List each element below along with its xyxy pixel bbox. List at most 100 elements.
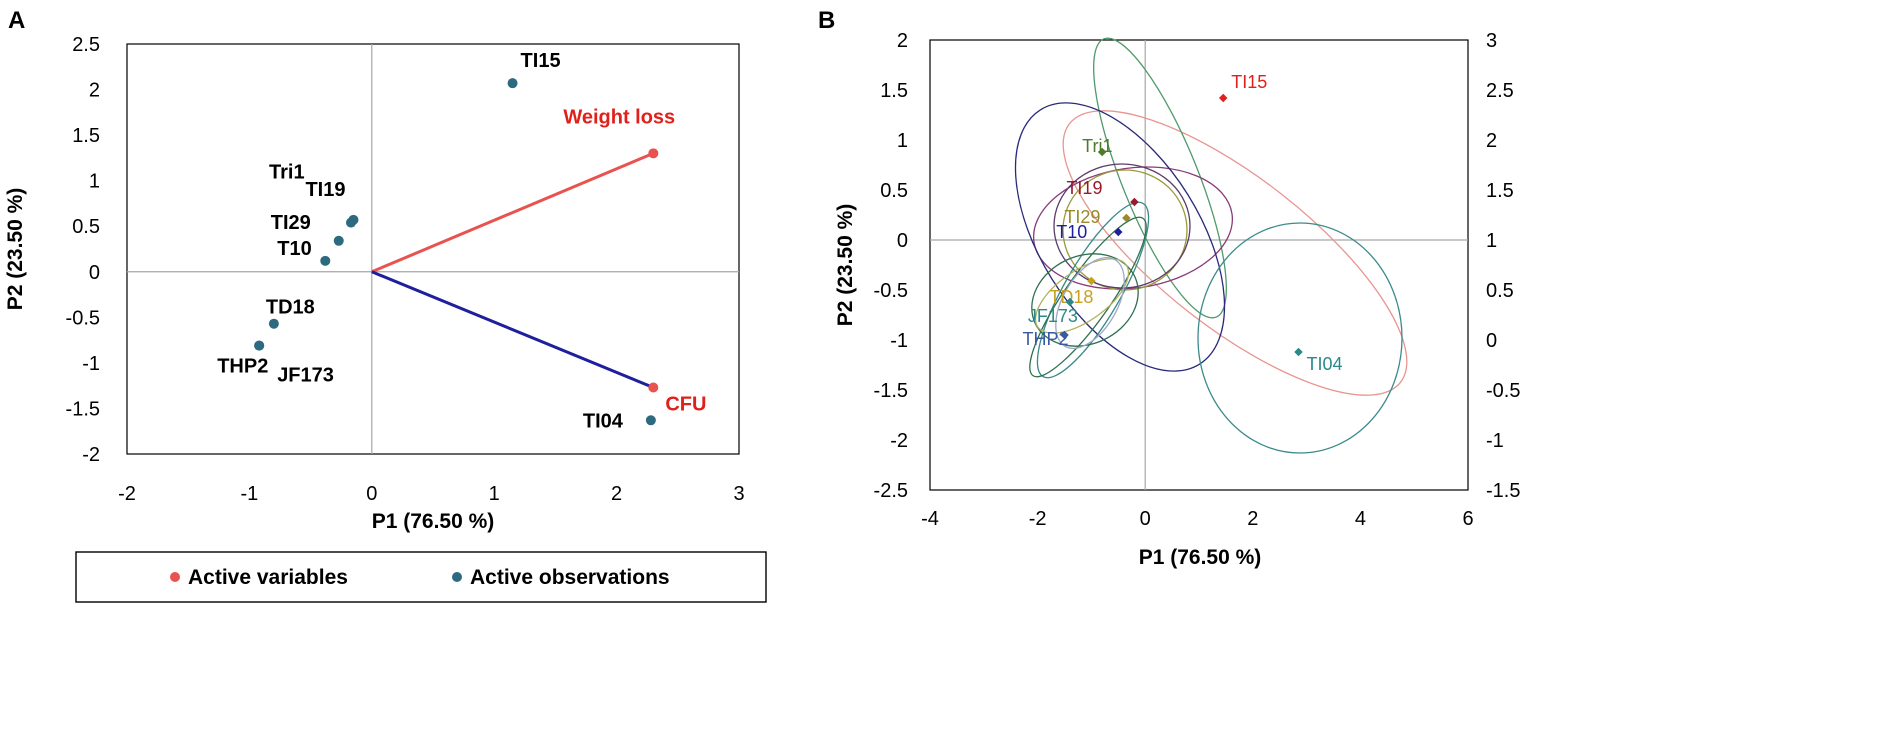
ellipse-td18-a xyxy=(1036,201,1150,379)
panel-b-x-tick-2: 0 xyxy=(1140,508,1151,530)
panel-a-y-tick-9: -2 xyxy=(82,444,100,466)
panel-b-observation-label-3: TI29 xyxy=(1064,207,1100,227)
panel-b-y2-tick-4: 1 xyxy=(1486,230,1497,252)
panel-a-y-tick-4: 0.5 xyxy=(72,216,100,238)
ellipse-t10 xyxy=(1014,102,1226,372)
panel-a-x-tick-1: -1 xyxy=(241,483,259,505)
panel-b-y2-tick-0: 3 xyxy=(1486,30,1497,52)
ellipse-ti15 xyxy=(1062,110,1408,396)
panel-b-confidence-ellipses xyxy=(1014,37,1408,454)
panel-b: B 2 1.5 1 0.5 0 -0.5 -1 -1.5 -2 -2.5 3 2.5 2 1.5 1 0.5… xyxy=(818,7,1520,569)
panel-a-letter: A xyxy=(8,7,25,34)
panel-b-observation-label-6: JF173 xyxy=(1028,306,1078,326)
panel-b-plot-frame xyxy=(929,39,1469,491)
legend-variables-label: Active variables xyxy=(188,566,348,589)
observation-label-5: TD18 xyxy=(266,297,315,319)
panel-b-observation-label-1: Tri1 xyxy=(1082,136,1112,156)
panel-b-y-tick-4: 0 xyxy=(897,230,908,252)
panel-b-observation-point-8 xyxy=(1294,347,1303,357)
legend-observations-marker xyxy=(452,572,462,582)
observation-label-6: THP2 xyxy=(217,356,268,378)
panel-a-y-tick-6: -0.5 xyxy=(66,307,100,329)
panel-b-x-tick-1: -2 xyxy=(1029,508,1047,530)
panel-a: A 2.5 2 1.5 1 0.5 0 -0.5 -1 -1.5 -2 -2 -1 0 1 2 3 Weig… xyxy=(4,7,767,603)
panel-a-y-tick-3: 1 xyxy=(89,171,100,193)
panel-a-variable-vectors: Weight loss CFU xyxy=(371,106,706,415)
panel-b-x-tick-4: 4 xyxy=(1355,508,1366,530)
variable-point-1 xyxy=(648,382,659,393)
panel-a-y-axis-title: P2 (23.50 %) xyxy=(4,188,27,311)
observation-label-1: TI19 xyxy=(305,179,345,201)
panel-b-observation-label-0: TI15 xyxy=(1231,72,1267,92)
panel-b-observation-point-0 xyxy=(1218,93,1228,103)
observation-label-3: TI29 xyxy=(271,212,311,234)
observation-point-7 xyxy=(254,340,265,351)
panel-b-y-axis-title: P2 (23.50 %) xyxy=(834,204,857,327)
variable-label-0: Weight loss xyxy=(563,106,675,128)
panel-b-observation-point-6 xyxy=(1065,297,1075,307)
observation-point-3 xyxy=(333,235,344,246)
ellipse-ti04 xyxy=(1197,222,1403,454)
observation-point-8 xyxy=(645,415,656,426)
panel-b-observation-point-7 xyxy=(1060,330,1069,340)
observation-point-0 xyxy=(507,78,518,89)
legend-observations-label: Active observations xyxy=(470,566,670,589)
panel-a-x-tick-0: -2 xyxy=(118,483,136,505)
observation-point-4 xyxy=(320,255,331,266)
ellipse-jf173 xyxy=(1031,253,1139,347)
panel-b-y2-tick-6: 0 xyxy=(1486,330,1497,352)
panel-b-y2-tick-8: -1 xyxy=(1486,430,1504,452)
observation-label-0: TI15 xyxy=(521,50,561,72)
panel-b-y2-ticks: 3 2.5 2 1.5 1 0.5 0 -0.5 -1 -1.5 xyxy=(1486,30,1520,502)
variable-point-0 xyxy=(648,148,659,159)
panel-b-y-tick-1: 1.5 xyxy=(880,80,908,102)
panel-b-observation-label-4: T10 xyxy=(1056,222,1087,242)
variable-label-1: CFU xyxy=(665,393,706,415)
panel-b-y-tick-5: -0.5 xyxy=(874,280,908,302)
panel-a-y-ticks: 2.5 2 1.5 1 0.5 0 -0.5 -1 -1.5 -2 xyxy=(66,34,100,466)
panel-b-y2-tick-9: -1.5 xyxy=(1486,480,1520,502)
observation-label-2: Tri1 xyxy=(269,162,305,184)
panel-b-x-axis-title: P1 (76.50 %) xyxy=(1139,546,1262,569)
observation-label-8: TI04 xyxy=(583,410,624,432)
panel-a-y-tick-0: 2.5 xyxy=(72,34,100,56)
panel-a-x-tick-5: 3 xyxy=(733,483,744,505)
panel-b-y-ticks: 2 1.5 1 0.5 0 -0.5 -1 -1.5 -2 -2.5 xyxy=(874,30,908,502)
panel-a-x-ticks: -2 -1 0 1 2 3 xyxy=(118,483,744,505)
panel-b-observation-point-2 xyxy=(1130,197,1139,207)
panel-b-y-tick-8: -2 xyxy=(890,430,908,452)
panel-a-y-tick-5: 0 xyxy=(89,262,100,284)
panel-a-legend: Active variables Active observations xyxy=(75,551,767,603)
ellipse-thp2 xyxy=(1055,256,1125,350)
panel-a-x-axis-title: P1 (76.50 %) xyxy=(372,510,495,533)
panel-b-y2-tick-2: 2 xyxy=(1486,130,1497,152)
panel-b-x-tick-0: -4 xyxy=(921,508,939,530)
panel-a-x-tick-2: 0 xyxy=(366,483,377,505)
panel-b-y-tick-3: 0.5 xyxy=(880,180,908,202)
panel-b-observation-label-2: TI19 xyxy=(1066,178,1102,198)
panel-a-y-tick-7: -1 xyxy=(82,353,100,375)
panel-b-y-tick-6: -1 xyxy=(890,330,908,352)
panel-b-observation-point-4 xyxy=(1114,227,1123,237)
panel-b-letter: B xyxy=(818,7,835,34)
panel-b-x-ticks: -4 -2 0 2 4 6 xyxy=(921,508,1473,530)
panel-b-observation-label-8: TI04 xyxy=(1307,354,1343,374)
ellipse-tri1 xyxy=(1093,37,1227,319)
panel-a-y-tick-1: 2 xyxy=(89,80,100,102)
panel-b-observation-label-7: THP2 xyxy=(1023,329,1069,349)
panel-b-y2-tick-7: -0.5 xyxy=(1486,380,1520,402)
panel-b-y2-tick-1: 2.5 xyxy=(1486,80,1514,102)
variable-vector-0 xyxy=(371,151,654,274)
ellipse-jf173-inner xyxy=(1034,258,1130,334)
panel-b-y2-tick-3: 1.5 xyxy=(1486,180,1514,202)
panel-a-y-tick-2: 1.5 xyxy=(72,125,100,147)
panel-a-x-tick-3: 1 xyxy=(489,483,500,505)
panel-a-legend-box xyxy=(75,551,767,603)
observation-point-2 xyxy=(345,217,356,228)
panel-b-y-tick-2: 1 xyxy=(897,130,908,152)
panel-a-y-tick-8: -1.5 xyxy=(66,398,100,420)
panel-a-plot-frame xyxy=(126,43,740,455)
variable-vector-1 xyxy=(371,270,654,389)
panel-a-x-tick-4: 2 xyxy=(611,483,622,505)
